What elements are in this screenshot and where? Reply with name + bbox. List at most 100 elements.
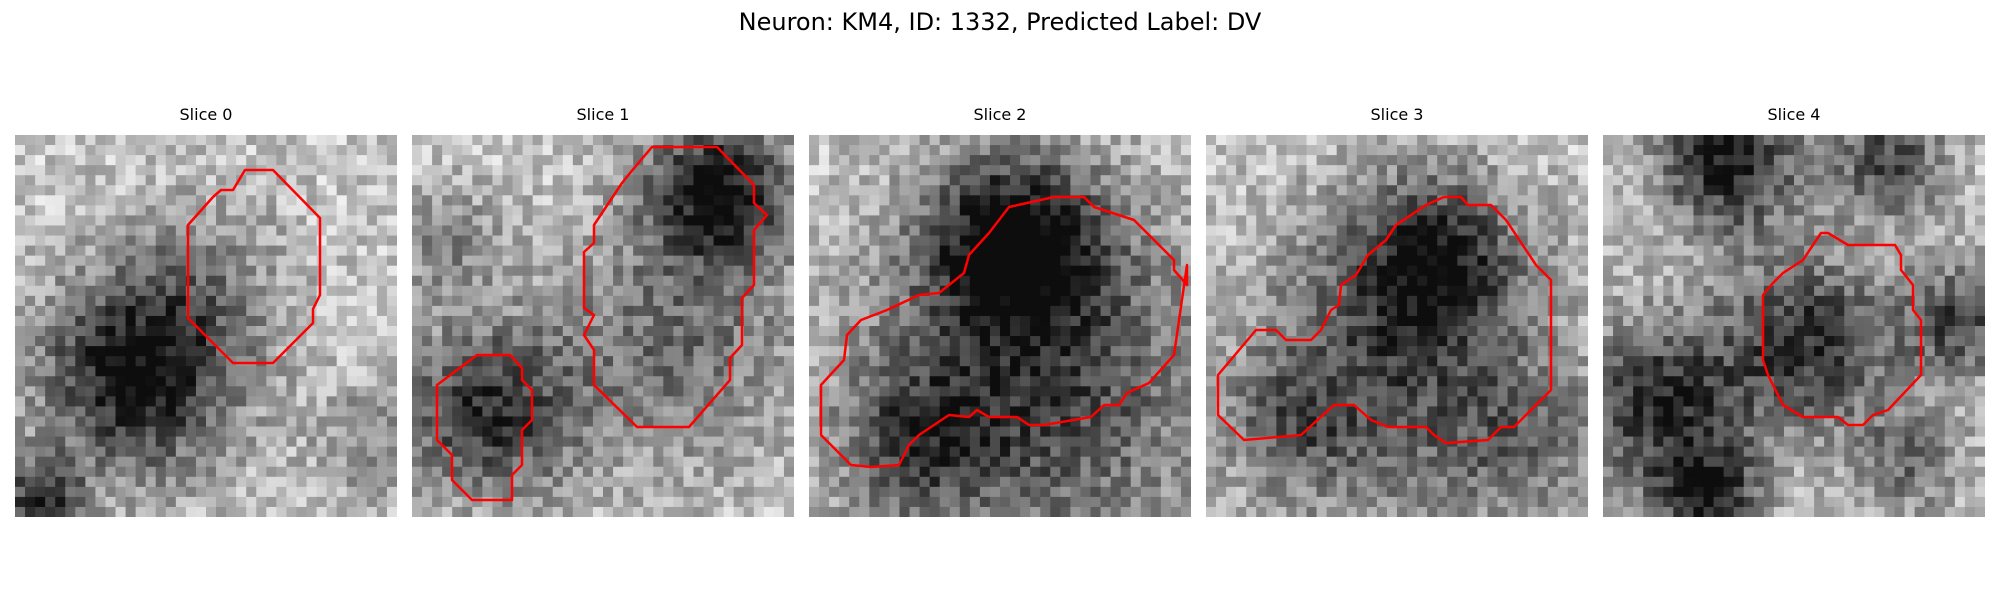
pixel: [452, 386, 463, 397]
pixel: [773, 295, 785, 307]
pixel: [522, 346, 534, 357]
pixel: [1547, 165, 1559, 176]
pixel: [1180, 225, 1191, 237]
slice-title: Slice 0: [179, 105, 233, 124]
pixel: [773, 305, 785, 317]
pixel: [206, 356, 217, 367]
pixel: [693, 416, 705, 428]
pixel: [1010, 235, 1021, 247]
pixel: [226, 376, 237, 387]
pixel: [502, 416, 514, 428]
pixel: [959, 396, 971, 408]
pixel: [316, 295, 328, 307]
pixel: [1100, 235, 1112, 247]
pixel: [773, 155, 785, 166]
pixel: [512, 366, 524, 377]
pixel: [542, 476, 554, 488]
pixel: [1407, 165, 1418, 176]
pixel: [1170, 305, 1182, 317]
pixel: [1070, 205, 1082, 217]
pixel: [1386, 275, 1398, 287]
pixel: [226, 135, 237, 146]
pixel: [919, 305, 931, 317]
pixel: [713, 336, 725, 347]
pixel: [979, 346, 991, 357]
pixel: [1100, 446, 1112, 458]
pixel: [979, 446, 991, 458]
pixel: [592, 315, 604, 327]
pixel: [673, 315, 685, 327]
pixel: [562, 215, 574, 227]
pixel: [1266, 215, 1277, 227]
pixel: [1356, 265, 1368, 277]
pixel: [306, 506, 318, 517]
pixel: [1296, 155, 1308, 166]
pixel: [256, 295, 267, 307]
pixel: [743, 185, 755, 196]
pixel: [733, 426, 745, 438]
pixel: [839, 285, 850, 297]
pixel: [1060, 426, 1071, 438]
pixel: [773, 406, 785, 418]
pixel: [155, 285, 167, 297]
pixel: [743, 326, 755, 337]
pixel: [462, 506, 473, 517]
pixel: [1170, 436, 1182, 448]
pixel: [376, 356, 388, 367]
pixel: [1120, 155, 1132, 166]
pixel: [1246, 285, 1257, 297]
pixel: [412, 195, 423, 206]
pixel: [346, 315, 358, 327]
pixel: [1567, 135, 1579, 146]
pixel: [522, 366, 534, 377]
pixel: [673, 446, 685, 458]
pixel: [346, 255, 358, 267]
pixel: [216, 205, 227, 217]
pixel: [673, 175, 685, 186]
pixel: [482, 436, 494, 448]
pixel: [1100, 346, 1112, 357]
pixel: [909, 426, 921, 438]
pixel: [879, 456, 891, 468]
pixel: [683, 255, 695, 267]
pixel: [336, 446, 348, 458]
pixel: [145, 145, 157, 156]
pixel: [1306, 275, 1318, 287]
pixel: [819, 255, 830, 267]
pixel: [386, 245, 397, 257]
pixel: [1467, 255, 1479, 267]
pixel: [633, 245, 644, 257]
pixel: [1070, 285, 1082, 297]
pixel: [85, 426, 97, 438]
pixel: [175, 496, 187, 508]
pixel: [603, 506, 614, 517]
pixel: [55, 175, 66, 186]
pixel: [1557, 265, 1569, 277]
pixel: [95, 386, 107, 397]
pixel: [115, 155, 127, 166]
pixel: [939, 145, 951, 156]
pixel: [1040, 376, 1051, 387]
pixel: [959, 376, 971, 387]
pixel: [663, 406, 674, 418]
pixel: [15, 225, 26, 237]
pixel: [989, 346, 1001, 357]
pixel: [1110, 255, 1122, 267]
pixel: [783, 185, 794, 196]
pixel: [653, 326, 664, 337]
pixel: [25, 175, 36, 186]
pixel: [75, 496, 86, 508]
pixel: [1140, 205, 1152, 217]
pixel: [226, 446, 237, 458]
pixel: [809, 396, 820, 408]
pixel: [422, 456, 433, 468]
pixel: [939, 356, 951, 367]
pixel: [753, 305, 765, 317]
pixel: [1246, 235, 1257, 247]
pixel: [45, 446, 56, 458]
pixel: [422, 406, 433, 418]
pixel: [623, 346, 634, 357]
pixel: [763, 165, 775, 176]
pixel: [85, 466, 97, 478]
pixel: [1110, 366, 1122, 377]
